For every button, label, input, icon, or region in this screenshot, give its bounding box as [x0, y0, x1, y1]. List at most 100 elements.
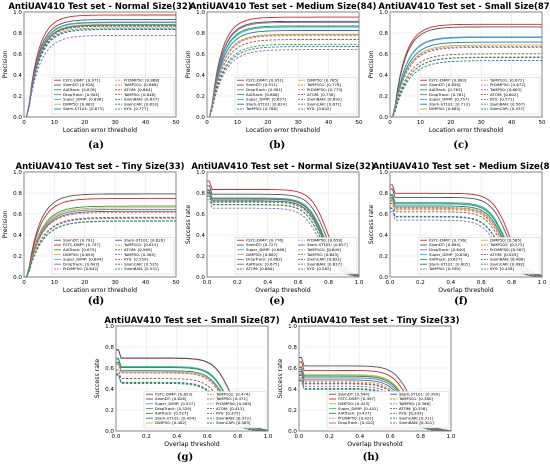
chart-title: AntiUAV410 Test set - Small Size(87) — [104, 316, 279, 326]
x-tick-label: 10 — [417, 120, 425, 126]
y-tick-label: 0.2 — [105, 408, 114, 414]
x-tick-label: 20 — [447, 120, 455, 126]
caption-g: (g) — [176, 452, 194, 463]
series-line — [390, 211, 543, 278]
x-tick-label: 0.8 — [233, 434, 242, 440]
x-tick-label: 0.6 — [386, 434, 395, 440]
legend-label: KYS: [0.458] — [490, 266, 514, 271]
y-tick-label: 1.0 — [196, 170, 205, 176]
caption-a: (a) — [88, 140, 104, 151]
y-axis-label: Success rate — [277, 359, 284, 399]
legend-label: AiATrack: [0.763] — [429, 87, 462, 92]
y-tick-label: 0.8 — [13, 191, 22, 197]
y-tick-label: 1.0 — [379, 170, 388, 176]
legend-label: KYS: [0.642] — [307, 106, 331, 111]
x-tick-label: 0.6 — [477, 280, 486, 286]
chart-title: AntiUAV410 Test set - Medium Size(84) — [373, 162, 550, 172]
series-line — [24, 25, 176, 118]
x-tick-label: 30 — [112, 280, 120, 286]
series-line — [24, 210, 176, 278]
x-tick-label: 0.2 — [233, 280, 242, 286]
legend-label: SiamCAR: [0.537] — [490, 106, 525, 111]
series-line — [390, 56, 542, 118]
x-tick-label: 0.4 — [355, 434, 364, 440]
chart-svg: 0.0 0.2 0.4 0.6 0.8 1.0 0 10 20 30 40 50 AntiUAV410 … — [2, 162, 185, 294]
x-tick-label: 0.2 — [142, 434, 151, 440]
legend-label: PrDiMP50: [0.868] — [124, 77, 160, 82]
x-tick-label: 1.0 — [264, 434, 273, 440]
x-tick-label: 0.2 — [416, 280, 425, 286]
legend-label: SiamDT: [0.694] — [429, 242, 461, 247]
x-axis-label: Overlap threshold — [164, 441, 219, 448]
legend-label: ToMP50: [0.788] — [245, 106, 278, 111]
caption-e: (e) — [269, 296, 285, 307]
legend-label: ToMP101: [0.672] — [489, 77, 524, 82]
panel-d: 0.0 0.2 0.4 0.6 0.8 1.0 0 10 20 30 40 50 AntiUAV410 … — [0, 160, 185, 300]
x-tick-label: 1.0 — [447, 434, 456, 440]
legend-label: Stark-ST101: [0.626] — [124, 237, 165, 242]
legend-label: PrDiMP50: [0.469] — [216, 401, 252, 406]
series-line — [24, 207, 176, 278]
series-line — [24, 209, 176, 278]
legend-label: SiamBAN: [0.498] — [490, 257, 525, 262]
legend-label: AiATrack: [0.437] — [338, 411, 371, 416]
series-line — [24, 19, 176, 118]
legend-label: DropTrack: [0.529] — [155, 406, 192, 411]
legend-box — [51, 77, 175, 115]
series-line — [24, 27, 176, 118]
series-line — [24, 205, 176, 278]
y-tick-label: 0.4 — [105, 387, 114, 393]
legend-label: KYS: [0.559] — [124, 257, 148, 262]
series-line — [390, 53, 542, 118]
x-tick-label: 50 — [172, 280, 180, 286]
series-line — [299, 380, 452, 432]
legend-label: DiMP50: [0.453] — [338, 401, 370, 406]
legend-label: ToMP50: [0.663] — [489, 87, 522, 92]
legend-label: AiATrack: [0.876] — [63, 87, 96, 92]
y-tick-label: 0.2 — [379, 254, 388, 260]
y-tick-label: 0.4 — [379, 233, 388, 239]
x-tick-label: 0.2 — [325, 434, 334, 440]
x-tick-label: 40 — [142, 280, 150, 286]
legend-label: SiamCAR: [0.311] — [399, 415, 434, 420]
panel-f: 0.0 0.2 0.4 0.6 0.8 1.0 0.0 0.2 0.4 0.6 0.8 1.0 Anti… — [366, 160, 550, 300]
legend-label: Super_DiMP: [0.537] — [155, 401, 195, 406]
x-tick-label: 30 — [295, 120, 303, 126]
legend-label: ATOM: [0.738] — [307, 92, 335, 97]
y-tick-label: 0.4 — [288, 387, 297, 393]
y-axis-label: Precision — [368, 51, 375, 79]
chart-svg: 0.00.20.40.60.81.00.0 0.2 0.4 0.6 0.8 1.0Anti… — [94, 316, 280, 448]
legend-label: Super_DiMP: [0.688] — [246, 247, 286, 252]
y-axis-label: Success rate — [368, 205, 375, 245]
chart-svg: 0.00.20.40.60.81.00.0 0.2 0.4 0.6 0.8 1.0Anti… — [185, 162, 375, 294]
y-tick-label: 0.6 — [13, 52, 22, 58]
legend-label: KYS: [0.571] — [490, 97, 514, 102]
chart-svg: 0.0 0.2 0.4 0.6 0.8 1.0 0 10 20 30 40 50 AntiUAV410 … — [2, 2, 192, 134]
series-line — [24, 217, 176, 278]
legend-label: SiamDT: [0.727] — [246, 242, 278, 247]
panel-e: 0.0 0.2 0.4 0.6 0.8 1.0 0.0 0.2 0.4 0.6 0.8 1.0 Anti… — [183, 160, 375, 300]
legend-label: AiATrack: [0.675] — [246, 261, 279, 266]
series-line — [207, 43, 359, 118]
chart-svg: 0.00.20.40.60.81.00.0 0.2 0.4 0.6 0.8 1.0Anti… — [277, 316, 460, 448]
series-line — [390, 45, 542, 118]
legend-label: DiMP50: [0.659] — [63, 252, 95, 257]
legend-label: AiATrack: [0.527] — [155, 411, 188, 416]
legend-label: ToMP101: [0.615] — [123, 242, 158, 247]
y-tick-label: 0.4 — [196, 233, 205, 239]
y-tick-label: 0.8 — [379, 31, 388, 37]
series-line — [207, 16, 359, 118]
legend-label: Super_DiMP: [0.638] — [429, 252, 469, 257]
series-line — [24, 217, 176, 278]
legend-label: Stark-ST101: [0.494] — [155, 415, 196, 420]
y-tick-label: 0.6 — [105, 366, 114, 372]
panel-g: 0.0 0.2 0.4 0.6 0.8 1.0 0.0 0.2 0.4 0.6 0.8 1.0 Anti… — [92, 314, 280, 454]
y-tick-label: 0.6 — [379, 212, 388, 218]
y-axis-label: Precision — [2, 51, 9, 79]
legend-label: SiamCAR: [0.621] — [307, 257, 342, 262]
series-line — [24, 22, 176, 118]
y-tick-label: 0.4 — [13, 233, 22, 239]
y-tick-label: 0.8 — [13, 31, 22, 37]
legend-label: Super_DiMP: [0.644] — [63, 257, 103, 262]
y-tick-label: 0.2 — [13, 254, 22, 260]
